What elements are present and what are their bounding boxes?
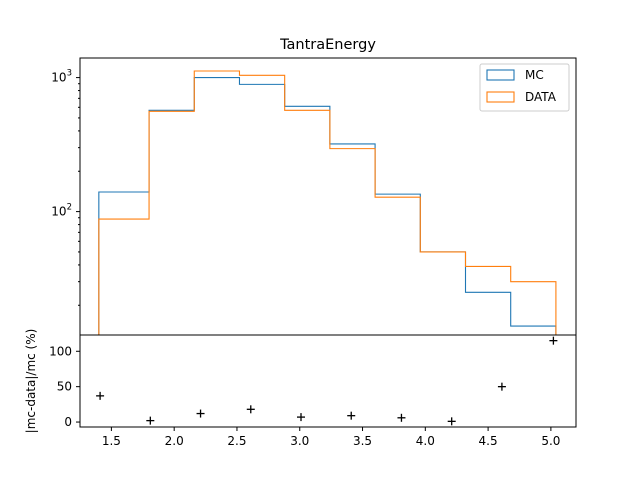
x-tick-label: 4.5 [479,434,498,448]
histogram-y-axis: 102 103 [51,69,80,306]
histogram-series-data [98,70,557,335]
x-tick-label: 2.0 [165,434,184,448]
y-tick-label: 102 [51,203,72,219]
legend-box [479,63,570,112]
legend-label-mc: MC [525,68,544,82]
ratio-point [297,413,306,422]
x-tick-label: 1.5 [102,434,121,448]
y-tick-label: 103 [51,69,72,85]
ratio-point [196,409,205,418]
histogram-plot-area [98,70,557,335]
ratio-plot-area [96,336,558,426]
x-tick-label: 3.0 [290,434,309,448]
x-tick-label: 4.0 [416,434,435,448]
chart-title: TantraEnergy [279,37,376,53]
ratio-point [447,417,456,426]
ratio-y-tick-label: 0 [64,415,72,429]
ratio-point [497,382,506,391]
ratio-axes-frame [79,334,577,428]
ratio-point [549,336,558,345]
ratio-point [146,416,155,425]
ratio-point [397,413,406,422]
x-axis: 1.5 2.0 2.5 3.0 3.5 4.0 4.5 5.0 [102,427,560,448]
legend-label-data: DATA [525,90,557,104]
x-tick-label: 3.5 [353,434,372,448]
ratio-point [96,391,105,400]
ratio-y-axis-label: |mc-data|/mc (%) [24,329,38,434]
legend-swatch-data [486,91,515,103]
ratio-panel: 0 50 100 1.5 2.0 2.5 3.0 3.5 4.0 4.5 5.0 |mc-data… [24,329,577,448]
legend-swatch-mc [486,69,515,81]
ratio-y-tick-label: 50 [57,380,72,394]
ratio-point [246,405,255,414]
histogram-panel: TantraEnergy 102 103 MC DATA [51,37,577,336]
ratio-point [347,411,356,420]
x-tick-label: 2.5 [227,434,246,448]
legend: MC DATA [479,63,570,112]
x-tick-label: 5.0 [541,434,560,448]
ratio-y-tick-label: 100 [49,344,72,358]
ratio-y-axis: 0 50 100 [49,344,80,429]
